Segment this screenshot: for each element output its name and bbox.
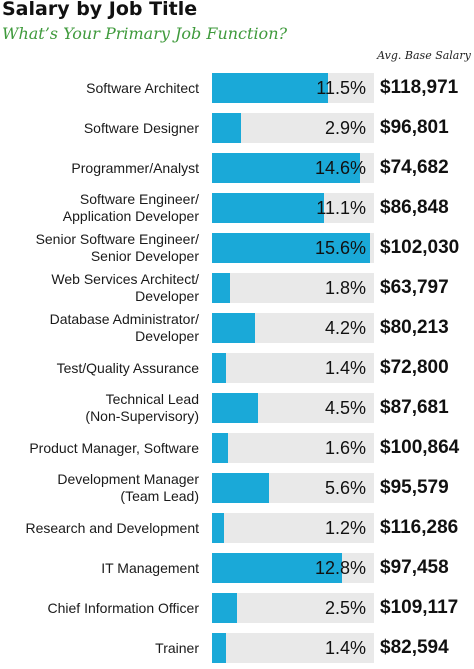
bar [212,633,226,663]
bar-track [212,273,374,303]
bar [212,593,237,623]
salary-value: $87,681 [380,397,449,418]
salary-value: $82,594 [380,637,449,658]
category-label-line: Research and Development [25,519,199,536]
category-label-line: Programmer/Analyst [71,159,199,176]
category-label-line: Database Administrator/ [49,311,199,327]
bar-track [212,433,374,463]
bar [212,393,258,423]
category-label-line: Product Manager, Software [29,439,199,456]
category-label: Chief Information Officer [0,587,199,629]
category-label-line: Software Designer [83,119,199,136]
bar [212,113,241,143]
salary-value: $96,801 [380,117,449,138]
bar [212,473,269,503]
chart-subtitle: What’s Your Primary Job Function? [2,24,288,43]
value-label: 12.8% [314,558,366,578]
bar [212,313,255,343]
bar [212,73,328,103]
bar-track [212,593,374,623]
bar [212,353,226,383]
chart-title: Salary by Job Title [2,0,198,20]
salary-value: $100,864 [380,437,460,458]
category-label-line: Software Engineer/ [79,191,199,207]
salary-value: $72,800 [380,357,449,378]
value-label: 14.6% [314,158,366,178]
category-label: Development Manager (Team Lead) [0,467,199,509]
category-label: IT Management [0,547,199,589]
salary-value: $102,030 [380,237,460,258]
bar [212,513,224,543]
category-label-line: Test/Quality Assurance [56,359,199,376]
category-label-line: Software Architect [86,79,199,96]
value-label: 5.6% [324,478,366,498]
salary-value: $97,458 [380,557,449,578]
value-label: 11.5% [316,78,366,98]
value-label: 2.5% [324,598,366,618]
category-label: Senior Software Engineer/Senior Develope… [0,227,199,269]
bar [212,153,360,183]
bar-track [212,633,374,663]
category-label-line: Senior Software Engineer/ [35,231,199,247]
value-label: 2.9% [324,118,366,138]
category-label-line: Application Developer [62,208,199,224]
value-label: 1.4% [324,638,366,658]
value-label: 1.4% [324,358,366,378]
category-label-line: (Team Lead) [120,488,199,504]
salary-value: $86,848 [380,197,449,218]
category-label-line: Development Manager [57,471,199,487]
category-label-line: Developer [135,328,199,344]
salary-value: $116,286 [380,517,459,538]
category-label-line: Technical Lead [105,391,199,407]
category-label-line: Senior Developer [90,248,199,264]
salary-value: $109,117 [380,597,459,618]
salary-value: $118,971 [380,77,459,98]
category-label: Database Administrator/Developer [0,307,199,349]
bar [212,273,230,303]
value-label: 1.8% [324,278,366,298]
bar [212,433,228,463]
category-label: Test/Quality Assurance [0,347,199,389]
category-label: Software Architect [0,67,199,109]
category-label-line: Trainer [155,639,199,656]
value-label: 1.2% [324,518,366,538]
salary-value: $95,579 [380,477,449,498]
category-label: Programmer/Analyst [0,147,199,189]
salary-value: $80,213 [380,317,449,338]
value-label: 11.1% [316,198,366,218]
salary-value: $63,797 [380,277,449,298]
salary-value: $74,682 [380,157,449,178]
category-label: Research and Development [0,507,199,549]
category-label: Software Engineer/Application Developer [0,187,199,229]
category-label: Product Manager, Software [0,427,199,469]
salary-column-header: Avg. Base Salary [377,49,471,62]
bar [212,553,342,583]
category-label-line: IT Management [101,559,199,576]
category-label-line: Web Services Architect/ [51,271,199,287]
category-label-line: Developer [135,288,199,304]
category-label: Technical Lead (Non-Supervisory) [0,387,199,429]
category-label: Trainer [0,627,199,669]
category-label: Software Designer [0,107,199,149]
bar [212,233,370,263]
value-label: 4.2% [324,318,366,338]
bar-track [212,513,374,543]
value-label: 4.5% [324,398,366,418]
category-label: Web Services Architect/Developer [0,267,199,309]
category-label-line: Chief Information Officer [47,599,199,616]
bar [212,193,324,223]
value-label: 15.6% [314,238,366,258]
category-label-line: (Non-Supervisory) [85,408,199,424]
bar-track [212,353,374,383]
value-label: 1.6% [324,438,366,458]
